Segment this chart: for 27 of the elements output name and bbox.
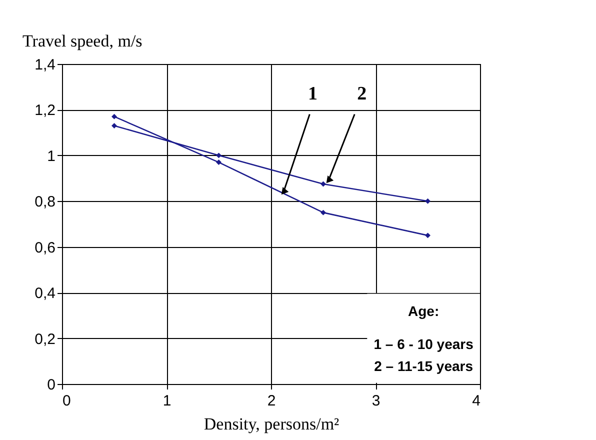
point xyxy=(112,122,117,128)
y-tick-label: 1,4 xyxy=(34,56,56,74)
y-tick-label: 0,6 xyxy=(34,239,56,256)
x-axis-title: Density, persons/m² xyxy=(204,414,340,434)
point xyxy=(320,210,326,216)
x-tick-label: 4 xyxy=(472,392,480,410)
annotation: 1 – 6 - 10 years xyxy=(374,336,474,352)
point xyxy=(112,114,117,120)
y-tick-label: 0,2 xyxy=(34,330,56,348)
y-tick-label: 0,4 xyxy=(34,285,56,302)
point xyxy=(425,198,430,204)
point xyxy=(425,232,430,238)
x-tick-label: 0 xyxy=(62,392,71,410)
y-tick-label: 0 xyxy=(47,376,56,394)
y-tick-label: 1,2 xyxy=(34,102,56,120)
point xyxy=(216,152,222,158)
annotation: Age: xyxy=(408,303,440,319)
text: 1 xyxy=(308,84,318,105)
y-tick-label: 0,8 xyxy=(34,194,56,211)
point xyxy=(216,160,222,166)
text: 2 xyxy=(357,84,367,105)
y-tick-label: 1 xyxy=(47,148,56,165)
annotation: 2 – 11-15 years xyxy=(374,358,474,374)
y-axis-title: Travel speed, m/s xyxy=(22,32,142,50)
x-tick-label: 3 xyxy=(372,392,380,410)
x-tick-label: 2 xyxy=(267,392,276,410)
x-tick-label: 1 xyxy=(162,392,172,410)
